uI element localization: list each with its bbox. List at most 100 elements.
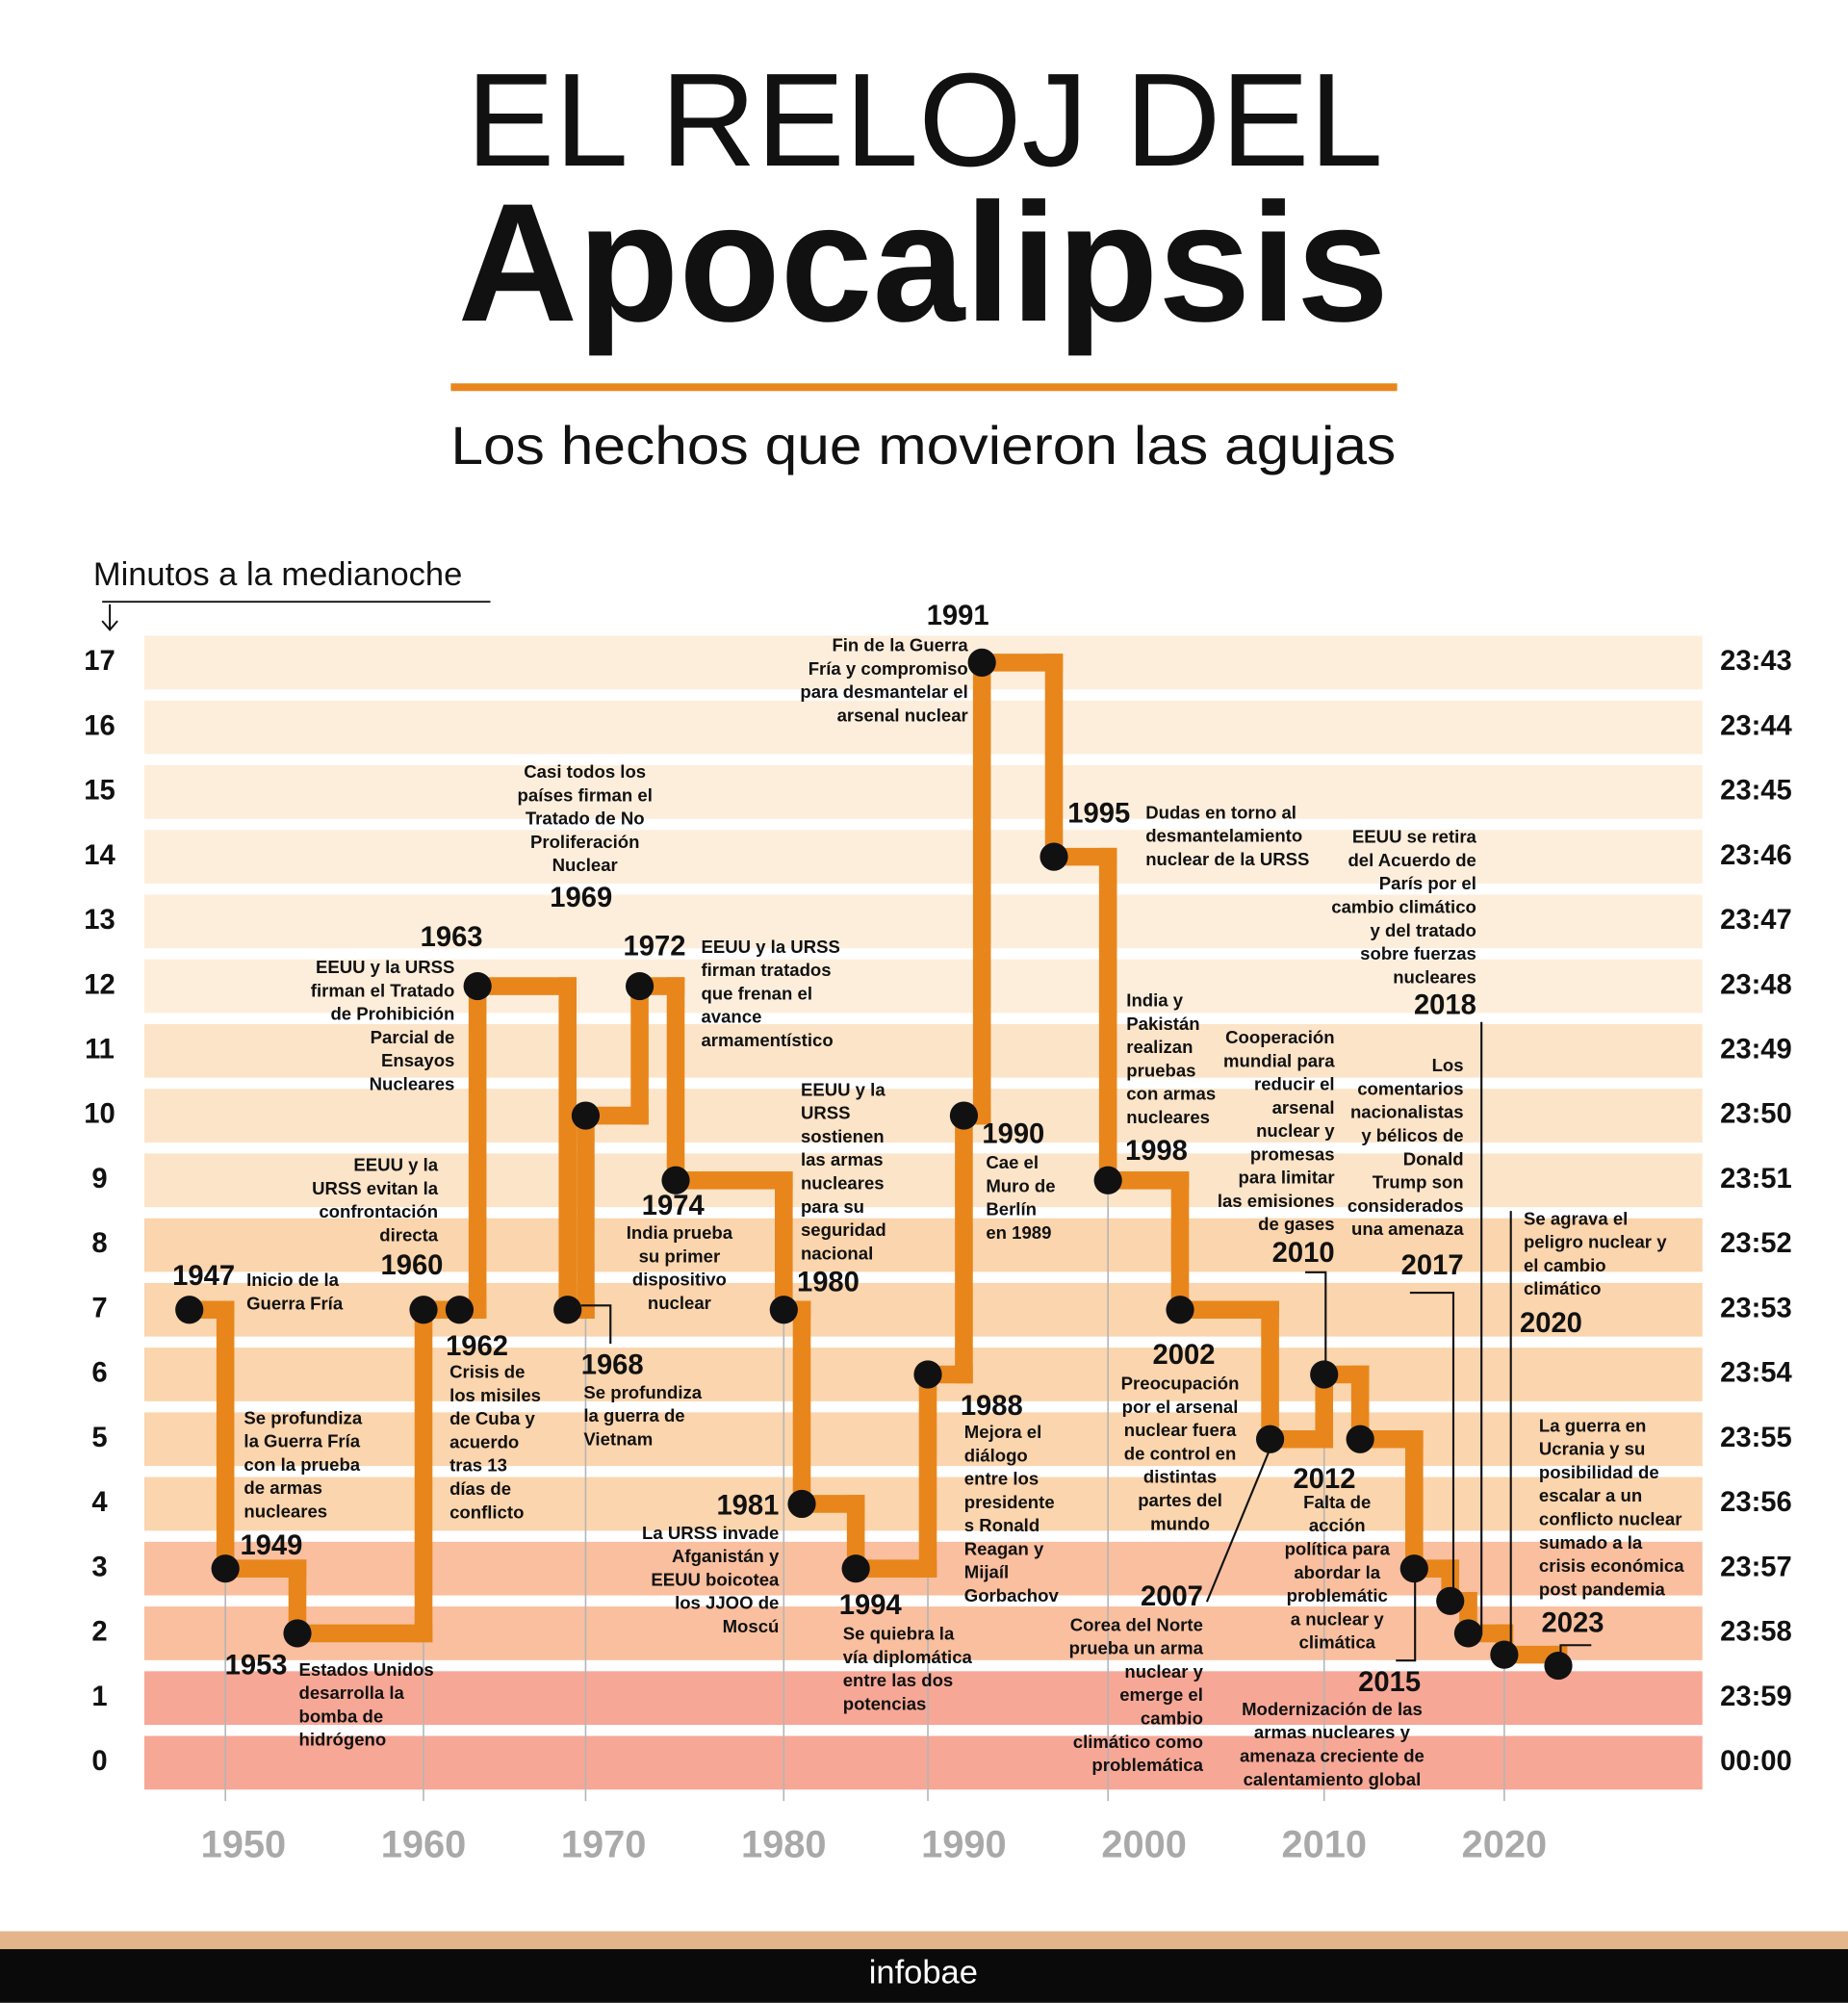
event-text-line: crisis económica: [1539, 1555, 1684, 1576]
event-text-line: mundo: [1150, 1513, 1210, 1533]
y-axis-label: Minutos a la medianoche: [93, 556, 462, 593]
event-text: Falta de acción política para abordar la pro…: [1285, 1492, 1391, 1653]
point: [553, 1296, 582, 1324]
point: [1310, 1360, 1339, 1389]
event-text-line: las armas: [801, 1149, 884, 1169]
point: [1490, 1640, 1519, 1669]
event-text-line: post pandemia: [1539, 1579, 1666, 1599]
point: [1544, 1651, 1573, 1681]
event-text-line: pruebas: [1126, 1060, 1195, 1080]
event-text-line: EEUU y la: [353, 1155, 438, 1175]
x-tick-label: 1970: [561, 1823, 647, 1865]
x-tick-label: 2000: [1101, 1823, 1187, 1865]
event-text-line: EEUU boicotea: [651, 1569, 780, 1589]
event-text-line: de Prohibición: [330, 1003, 454, 1023]
event-text-line: abordar la: [1294, 1562, 1380, 1582]
point: [175, 1296, 204, 1324]
event-text-line: problemática: [1091, 1755, 1203, 1775]
event-year: 1974: [642, 1191, 706, 1221]
event-text-line: Proliferación: [530, 832, 639, 852]
point: [949, 1101, 979, 1130]
event-text-line: nacional: [801, 1243, 873, 1263]
event-text: EEUU y la URSS firman el Tratado de Prohib…: [311, 957, 455, 1093]
title-rule: [450, 383, 1398, 392]
event-text: Corea del Norte prueba un arma nuclear y em…: [1069, 1614, 1204, 1775]
title-bold: Apocalipsis: [458, 168, 1389, 357]
event-text-line: nuclear de la URSS: [1145, 849, 1309, 869]
point: [1346, 1425, 1374, 1453]
event-text-line: URSS evitan la: [312, 1178, 439, 1198]
point: [1166, 1296, 1194, 1324]
y-tick-label: 5: [91, 1423, 107, 1453]
footer-bar: [0, 1949, 1848, 2003]
event-year: 2023: [1542, 1608, 1604, 1639]
event-text-line: la guerra de: [583, 1405, 684, 1425]
event-text-line: comentarios: [1357, 1078, 1463, 1098]
dots: [175, 648, 1573, 1681]
band: [143, 1735, 1703, 1790]
point: [1436, 1586, 1465, 1615]
event-text-line: Modernización de las: [1242, 1699, 1423, 1719]
event-text-line: tras 13: [449, 1455, 507, 1476]
event-year: 2020: [1520, 1308, 1582, 1339]
point: [913, 1360, 942, 1389]
event-text: EEUU se retira del Acuerdo de París por el…: [1331, 827, 1476, 988]
event-year: 1953: [225, 1651, 288, 1682]
y2-tick-label: 23:53: [1720, 1293, 1792, 1323]
event-text-line: armas nucleares y: [1254, 1722, 1411, 1742]
event-text-line: peligro nuclear y: [1524, 1232, 1667, 1252]
event-text-line: conflicto nuclear: [1539, 1508, 1682, 1528]
event-text: EEUU y la URSS sostienen las armas nucleares…: [801, 1079, 886, 1263]
y-tick-label: 3: [91, 1552, 107, 1582]
event-year: 1960: [380, 1250, 443, 1281]
y2-tick-label: 23:58: [1720, 1617, 1792, 1648]
event-text-line: de Cuba y: [449, 1408, 535, 1428]
event-text-line: EEUU se retira: [1352, 827, 1477, 847]
point: [769, 1296, 798, 1324]
point: [445, 1296, 475, 1324]
point: [211, 1554, 240, 1583]
event-year: 1963: [421, 922, 483, 953]
footer-brand: infobae: [869, 1955, 978, 1991]
event-text-line: de armas: [244, 1477, 322, 1498]
event-text-line: Donald: [1403, 1148, 1464, 1168]
event-text-line: nuclear: [648, 1293, 711, 1313]
event-text-line: India y: [1126, 989, 1183, 1010]
event-text-line: Mijaíl: [964, 1562, 1009, 1582]
y-tick-label: 7: [91, 1293, 107, 1323]
event-text-line: bomba de: [298, 1706, 383, 1726]
event-text-line: países firman el: [518, 784, 653, 805]
event-text-line: los JJOO de: [675, 1593, 779, 1613]
event-text-line: los misiles: [449, 1385, 541, 1405]
event-text-line: cambio climático: [1331, 896, 1476, 916]
event-year: 2017: [1401, 1250, 1464, 1281]
event-text: Modernización de las armas nucleares y ame…: [1240, 1699, 1424, 1789]
y-tick-label: 2: [91, 1617, 107, 1648]
y-tick-label: 15: [84, 776, 115, 807]
event-text-line: entre los: [964, 1468, 1039, 1488]
event-year: 1962: [446, 1331, 508, 1362]
event-text-line: para su: [801, 1196, 864, 1217]
event-text-line: Cae el: [986, 1152, 1039, 1172]
event-text-line: París por el: [1379, 873, 1476, 893]
event-text-line: La guerra en: [1539, 1415, 1646, 1435]
event-text-line: Moscú: [723, 1616, 780, 1636]
event-text-line: Muro de: [986, 1175, 1055, 1195]
event-year: 1990: [982, 1119, 1044, 1150]
event-text-line: Se quiebra la: [843, 1624, 955, 1644]
event-year: 1998: [1125, 1136, 1188, 1167]
event-text-line: nucleares: [244, 1501, 327, 1521]
event-text-line: desmantelamiento: [1145, 826, 1302, 846]
y2-tick-label: 23:45: [1720, 776, 1792, 807]
event-text-line: EEUU y la: [801, 1079, 886, 1099]
event-text-line: amenaza creciente de: [1240, 1745, 1424, 1765]
y-tick-label: 14: [84, 840, 116, 871]
event-year: 2012: [1294, 1464, 1356, 1495]
event-text-line: EEUU y la URSS: [316, 957, 454, 977]
event-text-line: sostienen: [801, 1126, 885, 1146]
x-tick-label: 1980: [741, 1823, 827, 1865]
y2-tick-label: 23:51: [1720, 1164, 1792, 1194]
event-text-line: Inicio de la: [246, 1270, 340, 1290]
event-year: 1991: [927, 601, 989, 631]
